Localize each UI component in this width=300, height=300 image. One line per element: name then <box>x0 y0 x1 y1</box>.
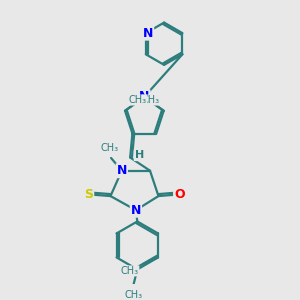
Text: H: H <box>135 150 144 160</box>
Text: O: O <box>174 188 185 201</box>
Text: N: N <box>139 90 149 103</box>
Text: N: N <box>117 164 127 177</box>
Text: CH₃: CH₃ <box>124 290 142 300</box>
Text: N: N <box>131 204 141 217</box>
Text: CH₃: CH₃ <box>121 266 139 276</box>
Text: CH₃: CH₃ <box>100 143 119 153</box>
Text: N: N <box>143 27 153 40</box>
Text: S: S <box>84 188 93 201</box>
Text: CH₃: CH₃ <box>129 95 147 105</box>
Text: CH₃: CH₃ <box>142 95 160 105</box>
